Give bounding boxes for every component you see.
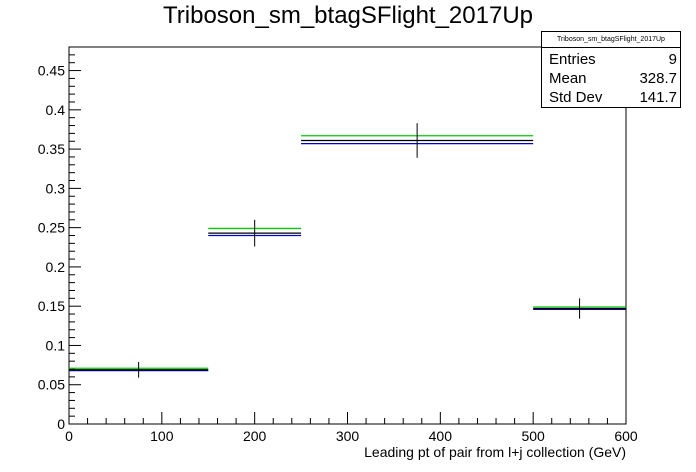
- stats-entries-row: Entries 9: [549, 50, 677, 69]
- y-tick-label: 0.05: [38, 377, 65, 393]
- x-tick-label: 500: [521, 428, 545, 444]
- y-tick-label: 0.4: [46, 102, 66, 118]
- y-tick-label: 0.3: [46, 180, 66, 196]
- stats-stddev-label: Std Dev: [549, 89, 603, 106]
- stats-stddev-row: Std Dev 141.7: [549, 88, 677, 107]
- y-tick-label: 0.2: [46, 259, 66, 275]
- stats-box-title: Triboson_sm_btagSFlight_2017Up: [542, 32, 680, 48]
- x-tick-label: 200: [243, 428, 267, 444]
- x-tick-label: 0: [65, 428, 73, 444]
- x-tick-label: 100: [150, 428, 174, 444]
- x-tick-label: 400: [429, 428, 453, 444]
- y-tick-label: 0.45: [38, 63, 65, 79]
- stats-stddev-value: 141.7: [639, 89, 677, 106]
- y-tick-label: 0.1: [46, 337, 66, 353]
- stats-box: Triboson_sm_btagSFlight_2017Up Entries 9…: [541, 31, 681, 108]
- stats-mean-value: 328.7: [639, 70, 677, 87]
- y-tick-label: 0.35: [38, 141, 65, 157]
- stats-entries-value: 9: [668, 51, 677, 68]
- x-tick-label: 300: [336, 428, 360, 444]
- stats-entries-label: Entries: [549, 51, 596, 68]
- y-tick-label: 0.25: [38, 220, 65, 236]
- stats-mean-row: Mean 328.7: [549, 69, 677, 88]
- stats-mean-label: Mean: [549, 70, 587, 87]
- x-tick-label: 600: [614, 428, 638, 444]
- y-tick-label: 0.15: [38, 298, 65, 314]
- chart-title: Triboson_sm_btagSFlight_2017Up: [163, 2, 533, 29]
- x-axis-title: Leading pt of pair from l+j collection (…: [364, 444, 626, 460]
- y-tick-label: 0: [57, 416, 65, 432]
